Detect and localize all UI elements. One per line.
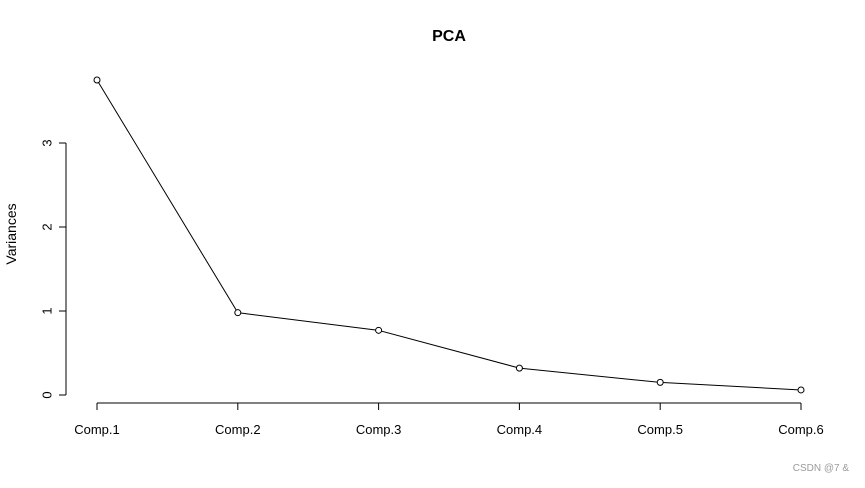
y-tick-label-0: 0	[40, 391, 55, 398]
y-axis-label: Variances	[3, 203, 19, 264]
data-point-Comp.6	[797, 386, 805, 394]
data-point-Comp.4	[515, 364, 523, 372]
x-tick-label-Comp.2: Comp.2	[215, 422, 261, 437]
data-point-Comp.5	[656, 378, 664, 386]
series-line	[96, 79, 802, 391]
x-tick-label-Comp.3: Comp.3	[356, 422, 402, 437]
x-tick-label-Comp.1: Comp.1	[74, 422, 120, 437]
chart-title: PCA	[432, 28, 466, 45]
y-tick-label-1: 1	[40, 307, 55, 314]
x-tick-label-Comp.6: Comp.6	[778, 422, 824, 437]
y-tick-label-2: 2	[40, 223, 55, 230]
x-tick-label-Comp.5: Comp.5	[637, 422, 683, 437]
y-tick-label-3: 3	[40, 139, 55, 146]
data-point-Comp.3	[375, 326, 383, 334]
watermark: CSDN @7 &	[792, 463, 849, 474]
x-tick-label-Comp.4: Comp.4	[497, 422, 543, 437]
data-point-Comp.2	[234, 309, 242, 317]
data-point-Comp.1	[93, 76, 101, 84]
series-layer	[93, 76, 805, 394]
x-axis: Comp.1 Comp.2 Comp.3 Comp.4 Comp.5 Comp.6	[74, 402, 824, 437]
y-axis: 0 1 2 3	[40, 139, 67, 399]
